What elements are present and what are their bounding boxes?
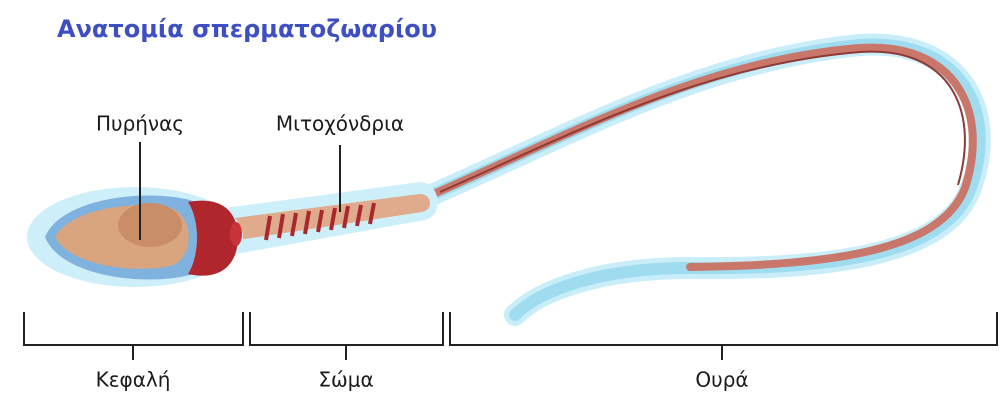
tail-shape (409, 33, 991, 326)
head-shape (27, 187, 243, 287)
mitochondria-label: Μιτοχόνδρια (276, 112, 404, 136)
head-label: Κεφαλή (96, 368, 171, 392)
midpiece (225, 182, 438, 255)
body-label: Σώμα (318, 368, 373, 392)
title: Ανατομία σπερματοζωαρίου (57, 15, 437, 43)
nucleus-label: Πυρήνας (96, 112, 184, 136)
body-bracket (249, 312, 444, 360)
tail-bracket (449, 312, 998, 360)
tail-label: Ουρά (695, 368, 748, 392)
head-bracket (23, 312, 244, 360)
